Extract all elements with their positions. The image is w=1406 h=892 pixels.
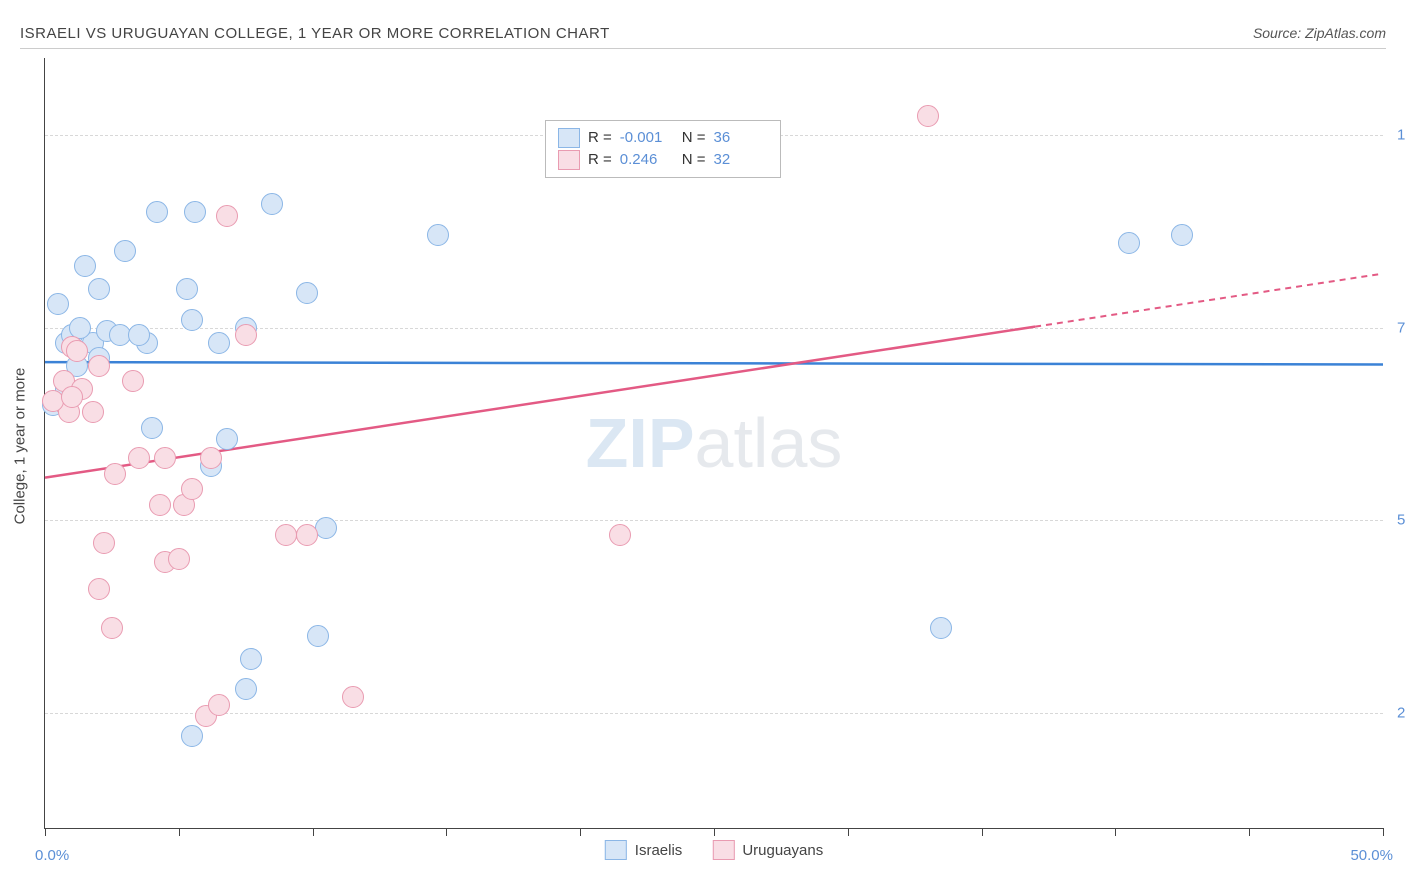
scatter-point [66,340,88,362]
scatter-point [240,648,262,670]
label-r: R = [588,127,612,149]
scatter-point [609,524,631,546]
legend-label-israelis: Israelis [635,842,683,859]
scatter-point [128,447,150,469]
scatter-point [93,532,115,554]
legend-item-israelis: Israelis [605,840,683,860]
scatter-point [307,625,329,647]
legend-item-uruguayans: Uruguayans [712,840,823,860]
scatter-point [235,324,257,346]
scatter-point [200,447,222,469]
x-axis-label-min: 0.0% [35,847,69,864]
trendline-solid [45,327,1035,478]
scatter-point [146,201,168,223]
x-tick-mark [982,828,983,836]
value-r-uruguayans: 0.246 [620,149,674,171]
chart-title: ISRAELI VS URUGUAYAN COLLEGE, 1 YEAR OR … [20,25,610,42]
trendline-dashed [1035,274,1383,327]
swatch-israelis [605,840,627,860]
scatter-point [181,309,203,331]
scatter-point [101,617,123,639]
legend-label-uruguayans: Uruguayans [742,842,823,859]
scatter-point [296,524,318,546]
label-r: R = [588,149,612,171]
series-legend: Israelis Uruguayans [605,840,823,860]
source-attribution: Source: ZipAtlas.com [1253,25,1386,41]
swatch-israelis [558,128,580,148]
swatch-uruguayans [712,840,734,860]
scatter-point [1118,232,1140,254]
scatter-point [149,494,171,516]
scatter-point [74,255,96,277]
scatter-point [342,686,364,708]
scatter-point [930,617,952,639]
scatter-point [208,332,230,354]
x-tick-mark [313,828,314,836]
x-tick-mark [1383,828,1384,836]
trendline-solid [45,362,1383,364]
scatter-point [154,447,176,469]
scatter-point [176,278,198,300]
scatter-point [184,201,206,223]
correlation-stats-box: R = -0.001 N = 36 R = 0.246 N = 32 [545,120,781,178]
x-tick-mark [848,828,849,836]
scatter-point [235,678,257,700]
scatter-point [296,282,318,304]
scatter-point [122,370,144,392]
scatter-point [261,193,283,215]
x-tick-mark [45,828,46,836]
scatter-point [47,293,69,315]
value-r-israelis: -0.001 [620,127,674,149]
value-n-uruguayans: 32 [714,149,768,171]
scatter-point [216,205,238,227]
scatter-point [61,386,83,408]
scatter-point [88,278,110,300]
stats-row-uruguayans: R = 0.246 N = 32 [558,149,768,171]
scatter-point [82,401,104,423]
title-bar: ISRAELI VS URUGUAYAN COLLEGE, 1 YEAR OR … [20,18,1386,49]
scatter-point [181,478,203,500]
x-tick-mark [1249,828,1250,836]
scatter-point [104,463,126,485]
scatter-point [427,224,449,246]
scatter-point [315,517,337,539]
swatch-uruguayans [558,150,580,170]
x-tick-mark [446,828,447,836]
scatter-point [275,524,297,546]
scatter-point [88,355,110,377]
scatter-point [216,428,238,450]
stats-row-israelis: R = -0.001 N = 36 [558,127,768,149]
x-tick-mark [580,828,581,836]
label-n: N = [682,149,706,171]
scatter-point [128,324,150,346]
y-tick-label: 75.0% [1393,319,1406,336]
scatter-point [141,417,163,439]
y-tick-label: 50.0% [1393,512,1406,529]
x-tick-mark [714,828,715,836]
y-tick-label: 25.0% [1393,704,1406,721]
value-n-israelis: 36 [714,127,768,149]
y-tick-label: 100.0% [1393,127,1406,144]
scatter-point [114,240,136,262]
scatter-point [88,578,110,600]
scatter-point [181,725,203,747]
x-axis-label-max: 50.0% [1350,847,1393,864]
scatter-point [208,694,230,716]
scatter-point [917,105,939,127]
x-tick-mark [179,828,180,836]
scatter-point [1171,224,1193,246]
scatter-point [168,548,190,570]
chart-plot-area: ZIPatlas R = -0.001 N = 36 R = 0.246 N =… [44,58,1383,829]
y-axis-label: College, 1 year or more [12,368,29,525]
label-n: N = [682,127,706,149]
x-tick-mark [1115,828,1116,836]
